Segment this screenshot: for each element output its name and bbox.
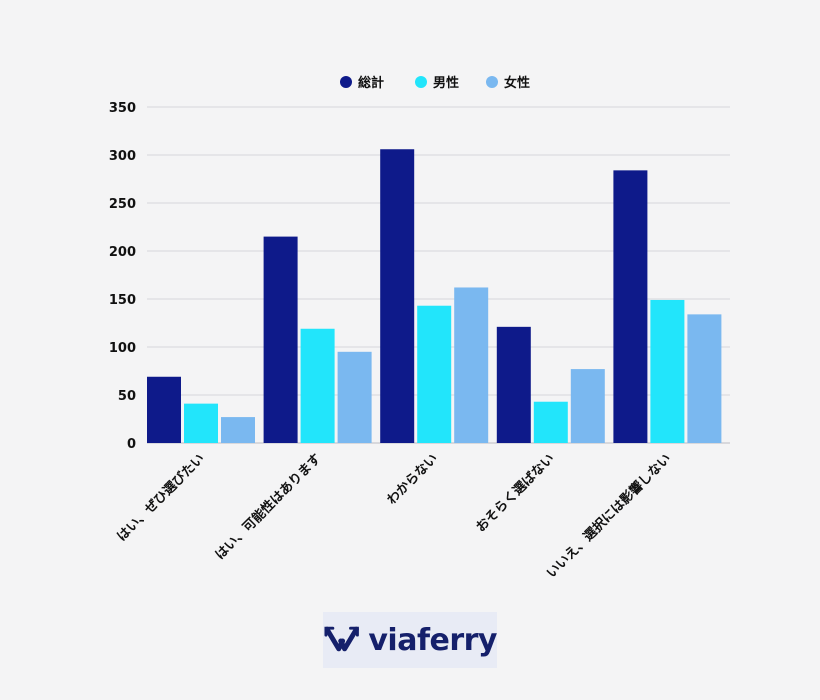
y-tick-label: 300 xyxy=(109,149,136,164)
x-tick-label: はい、可能性はあります xyxy=(212,451,324,563)
bar-1-0 xyxy=(263,236,298,443)
y-tick-label: 0 xyxy=(127,437,136,452)
x-tick-label: わからない xyxy=(384,451,441,508)
bar-4-2 xyxy=(687,314,722,443)
bar-3-1 xyxy=(533,401,568,443)
legend-marker-0 xyxy=(340,76,352,88)
bar-4-0 xyxy=(613,170,648,444)
y-tick-label: 50 xyxy=(118,389,136,404)
bar-4-1 xyxy=(650,299,685,443)
bar-1-1 xyxy=(300,328,335,443)
bar-chart: 0 50 100 150 200 250 300 350 はい、ぜひ選びたい はい、可能性はあり… xyxy=(109,75,730,582)
x-tick-label: いいえ、選択には影響しない xyxy=(543,451,674,582)
legend-label-2: 女性 xyxy=(504,75,530,91)
bar-2-1 xyxy=(417,305,452,443)
y-tick-label: 100 xyxy=(109,341,136,356)
bar-0-1 xyxy=(184,403,218,443)
bar-0-2 xyxy=(221,417,255,443)
bar-3-2 xyxy=(570,369,605,443)
legend: 総計 男性 女性 xyxy=(340,75,530,91)
x-axis: はい、ぜひ選びたい はい、可能性はあります わからない おそらく選ばないいいえ、選択に… xyxy=(114,451,674,582)
y-axis: 0 50 100 150 200 250 300 350 xyxy=(109,101,136,452)
y-tick-label: 200 xyxy=(109,245,136,260)
legend-marker-2 xyxy=(486,76,498,88)
x-tick-label: はい、ぜひ選びたい xyxy=(114,451,208,545)
bar-3-0 xyxy=(496,326,531,443)
bars xyxy=(147,149,722,444)
bar-1-2 xyxy=(337,351,372,443)
bar-2-2 xyxy=(454,287,489,443)
legend-label-0: 総計 xyxy=(358,75,384,91)
y-tick-label: 350 xyxy=(109,101,136,116)
bar-2-0 xyxy=(380,149,415,444)
bar-0-0 xyxy=(147,376,181,443)
y-tick-label: 150 xyxy=(109,293,136,308)
legend-marker-1 xyxy=(415,76,427,88)
y-tick-label: 250 xyxy=(109,197,136,212)
legend-label-1: 男性 xyxy=(433,75,459,91)
logo-wordmark: viaferry xyxy=(368,622,497,658)
viaferry-logo: viaferry xyxy=(323,612,497,668)
x-tick-label: おそらく選ばない xyxy=(473,451,558,536)
viaferry-arrows-icon xyxy=(324,626,359,652)
